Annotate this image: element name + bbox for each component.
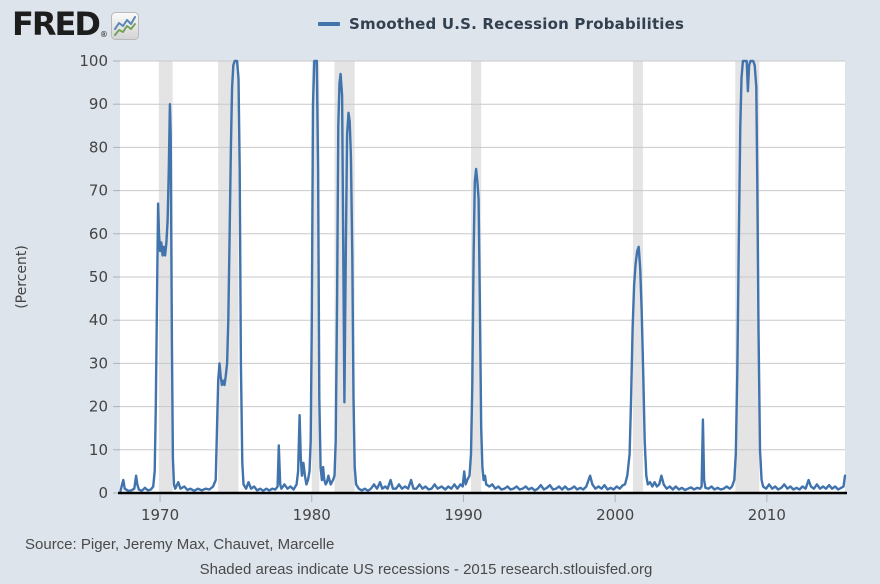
x-tick-label: 1980 [293,506,331,524]
legend-line-swatch [318,22,340,26]
y-tick-label: 80 [89,138,108,156]
y-tick-label: 10 [89,441,108,459]
registered-trademark-symbol: ® [99,30,108,39]
y-tick-label: 100 [79,52,108,70]
y-axis-title: (Percent) [14,245,30,309]
recession-shading-note: Shaded areas indicate US recessions - 20… [199,561,653,578]
y-tick-label: 40 [89,311,108,329]
y-tick-label: 20 [89,398,108,416]
source-text: Source: Piger, Jeremy Max, Chauvet, Marc… [25,536,335,553]
y-tick-label: 90 [89,95,108,113]
x-tick-label: 1990 [444,506,482,524]
sparkline-icon [110,12,139,40]
x-tick-label: 2000 [596,506,634,524]
legend-label: Smoothed U.S. Recession Probabilities [349,15,685,33]
legend: Smoothed U.S. Recession Probabilities [318,14,684,34]
y-tick-label: 0 [98,484,108,502]
y-tick-label: 60 [89,225,108,243]
y-tick-label: 70 [89,182,108,200]
y-tick-label: 30 [89,354,108,372]
fred-logo-text: FRED [12,5,101,43]
chart-plot: 0 10 20 30 40 50 60 70 80 90 100 1970 1980 1990 2000 20… [79,52,847,524]
x-tick-label: 1970 [141,506,179,524]
y-tick-label: 50 [89,268,108,286]
fred-logo: FRED ® [12,8,139,40]
series-line [119,59,847,492]
x-tick-label: 2010 [748,506,786,524]
